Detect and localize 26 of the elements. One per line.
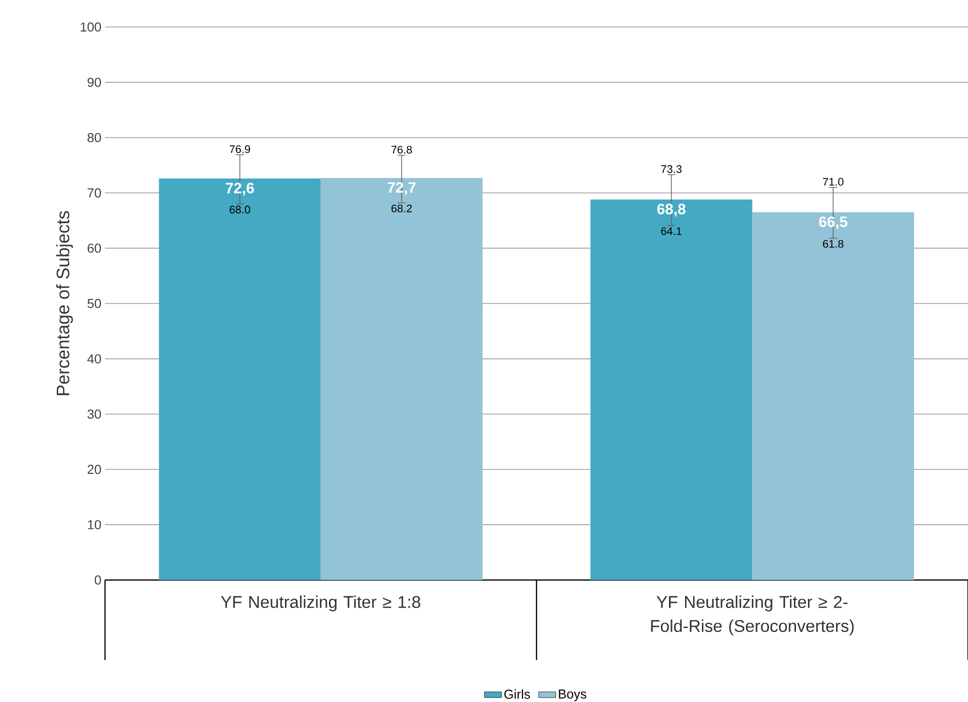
y-tick-label: 0 — [94, 575, 101, 585]
legend-label: Girls — [504, 689, 530, 699]
y-tick-label: 90 — [88, 78, 101, 87]
y-tick-label: 70 — [88, 188, 101, 198]
data-label: 72,6 — [226, 182, 254, 196]
y-axis-title: Percentage of Subjects — [56, 211, 73, 396]
x-tick-label: YF Neutralizing Titer ≥ 1:8 — [220, 596, 420, 612]
legend-label: Boys — [558, 690, 586, 702]
y-tick-label: 20 — [88, 464, 101, 474]
y-tick-label: 40 — [87, 354, 101, 364]
annotation: 71.0 — [823, 178, 844, 186]
annotation: 76.8 — [392, 146, 412, 154]
y-tick-label: 50 — [88, 298, 101, 308]
data-label: 68,8 — [657, 204, 686, 217]
annotation: 61.8 — [823, 240, 844, 248]
annotation: 76.9 — [230, 145, 250, 154]
annotation: 68.2 — [392, 204, 412, 212]
annotation: 73.3 — [661, 165, 682, 173]
annotation: 68.0 — [230, 206, 250, 214]
y-tick-label: 80 — [88, 132, 101, 142]
y-tick-label: 100 — [80, 22, 101, 32]
y-tick-label: 10 — [88, 520, 101, 530]
x-tick-label: YF Neutralizing Titer ≥ 2-Fold-Rise (Seroconverters) — [651, 596, 854, 636]
y-tick-label: 30 — [88, 409, 101, 419]
annotation: 64.1 — [661, 227, 682, 236]
y-tick-label: 60 — [88, 244, 101, 253]
